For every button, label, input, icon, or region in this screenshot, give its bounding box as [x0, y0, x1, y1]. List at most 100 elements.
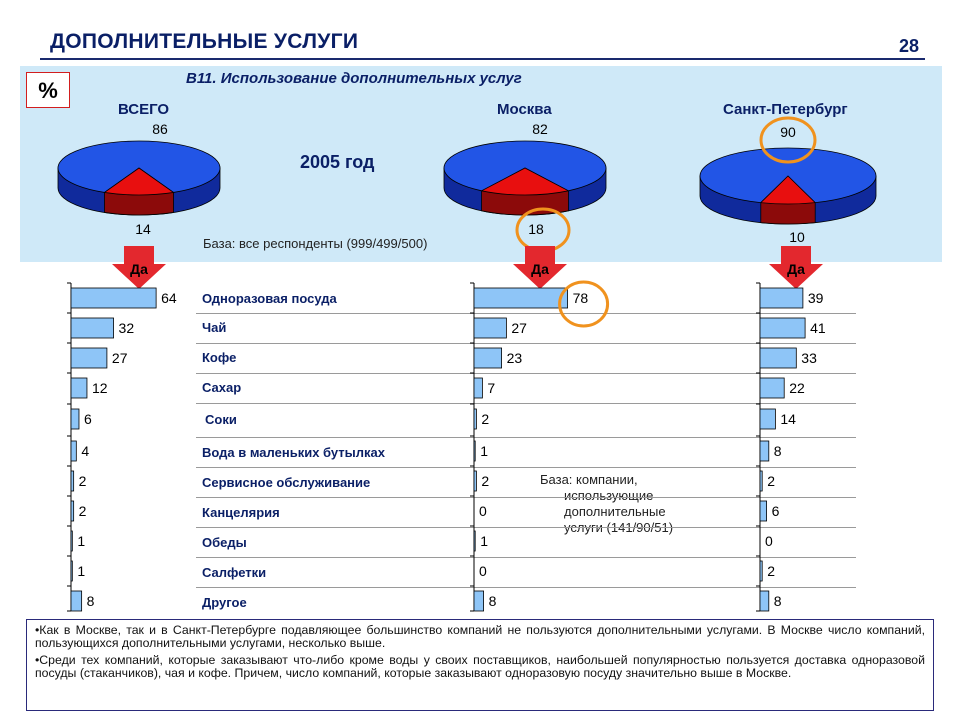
row-separator	[196, 343, 856, 344]
bar-value-label: 1	[77, 533, 85, 549]
category-label: Чай	[202, 320, 227, 335]
bar-value-label: 1	[480, 443, 488, 459]
category-label: Канцелярия	[202, 505, 280, 520]
bar	[759, 590, 770, 612]
pie-value-label: 14	[135, 221, 151, 237]
bar	[473, 347, 503, 369]
pie-value-label: 18	[528, 221, 544, 237]
bar	[70, 408, 80, 430]
category-label: Другое	[202, 595, 247, 610]
category-label: Салфетки	[202, 565, 267, 580]
pie-value-label: 90	[780, 124, 796, 140]
pie-slice-no	[443, 140, 607, 192]
bar-value-label: 64	[161, 290, 177, 306]
title-divider	[40, 58, 925, 60]
row-separator	[196, 313, 856, 314]
bar-value-label: 33	[801, 350, 817, 366]
bar	[70, 317, 114, 339]
bar-value-label: 0	[479, 563, 487, 579]
bar	[70, 530, 73, 552]
bar	[70, 347, 108, 369]
note-item: •Как в Москве, так и в Санкт-Петербурге …	[35, 623, 925, 650]
row-separator	[196, 557, 856, 558]
pie-title-total: ВСЕГО	[118, 101, 170, 118]
bar-value-label: 1	[480, 533, 488, 549]
category-label: Обеды	[202, 535, 247, 550]
bar-value-label: 23	[507, 350, 523, 366]
bar-value-label: 14	[780, 411, 796, 427]
chart-subtitle: B11. Использование дополнительных услуг	[186, 70, 522, 87]
bar	[70, 377, 88, 399]
row-separator	[196, 497, 856, 498]
pie-title-spb: Санкт-Петербург	[723, 101, 848, 118]
bar	[70, 440, 77, 462]
bar	[759, 317, 806, 339]
bar-value-label: 7	[487, 380, 495, 396]
notes-box: •Как в Москве, так и в Санкт-Петербурге …	[26, 619, 934, 711]
bar	[759, 440, 770, 462]
bar-value-label: 8	[774, 593, 782, 609]
page-title: ДОПОЛНИТЕЛЬНЫЕ УСЛУГИ	[50, 30, 359, 53]
pie-slice-yes	[103, 167, 175, 196]
pie-value-label: 86	[152, 121, 168, 137]
bar-value-label: 8	[774, 443, 782, 459]
bar	[759, 408, 776, 430]
bar-value-label: 27	[511, 320, 527, 336]
pie-value-label: 10	[789, 229, 805, 245]
bar	[473, 590, 485, 612]
row-separator	[196, 437, 856, 438]
base-companies-note: База: компании, использующие дополнитель…	[540, 472, 673, 536]
bar	[70, 287, 157, 309]
bar-value-label: 41	[810, 320, 826, 336]
bar	[70, 470, 75, 492]
highlight-circle	[759, 116, 817, 164]
bar	[759, 500, 767, 522]
bar	[473, 317, 507, 339]
pie-slice-yes	[759, 175, 817, 205]
category-label: Вода в маленьких бутылках	[202, 445, 385, 460]
year-label: 2005 год	[300, 152, 375, 172]
bar-value-label: 78	[573, 290, 589, 306]
bar	[759, 377, 785, 399]
row-separator	[196, 467, 856, 468]
down-arrow	[513, 246, 567, 289]
bar-value-label: 4	[81, 443, 89, 459]
down-arrow	[112, 246, 166, 289]
bar-value-label: 1	[77, 563, 85, 579]
bar	[759, 470, 763, 492]
arrow-label: Да	[531, 261, 549, 277]
bar-value-label: 0	[765, 533, 773, 549]
pie-slice-yes	[480, 167, 570, 196]
bar	[473, 470, 477, 492]
category-label: Сахар	[202, 380, 242, 395]
bar-value-label: 32	[119, 320, 135, 336]
bar-value-label: 0	[479, 503, 487, 519]
category-label: Сервисное обслуживание	[202, 475, 371, 490]
bar-value-label: 6	[84, 411, 92, 427]
bar-value-label: 2	[79, 503, 87, 519]
note-item: •Среди тех компаний, которые заказывают …	[35, 653, 925, 680]
row-separator	[196, 527, 856, 528]
bar	[759, 347, 797, 369]
arrow-label: Да	[130, 261, 148, 277]
base-companies-line: дополнительные	[564, 504, 666, 519]
row-separator	[196, 587, 856, 588]
base-companies-line: База: компании,	[540, 472, 638, 487]
bar	[70, 560, 73, 582]
category-label: Одноразовая посуда	[202, 291, 337, 306]
bar-value-label: 6	[772, 503, 780, 519]
bar	[759, 287, 804, 309]
bar	[70, 500, 75, 522]
bar-value-label: 39	[808, 290, 824, 306]
bar	[70, 590, 83, 612]
bar-value-label: 22	[789, 380, 805, 396]
bar-value-label: 2	[481, 411, 489, 427]
bar-value-label: 8	[87, 593, 95, 609]
base-all-respondents: База: все респонденты (999/499/500)	[203, 236, 428, 251]
page-number: 28	[899, 36, 920, 56]
pie-title-moscow: Москва	[497, 101, 552, 118]
pie-slice-yes-side	[104, 192, 174, 216]
pie-slice-yes-side	[760, 202, 816, 225]
unit-badge: %	[26, 72, 70, 108]
